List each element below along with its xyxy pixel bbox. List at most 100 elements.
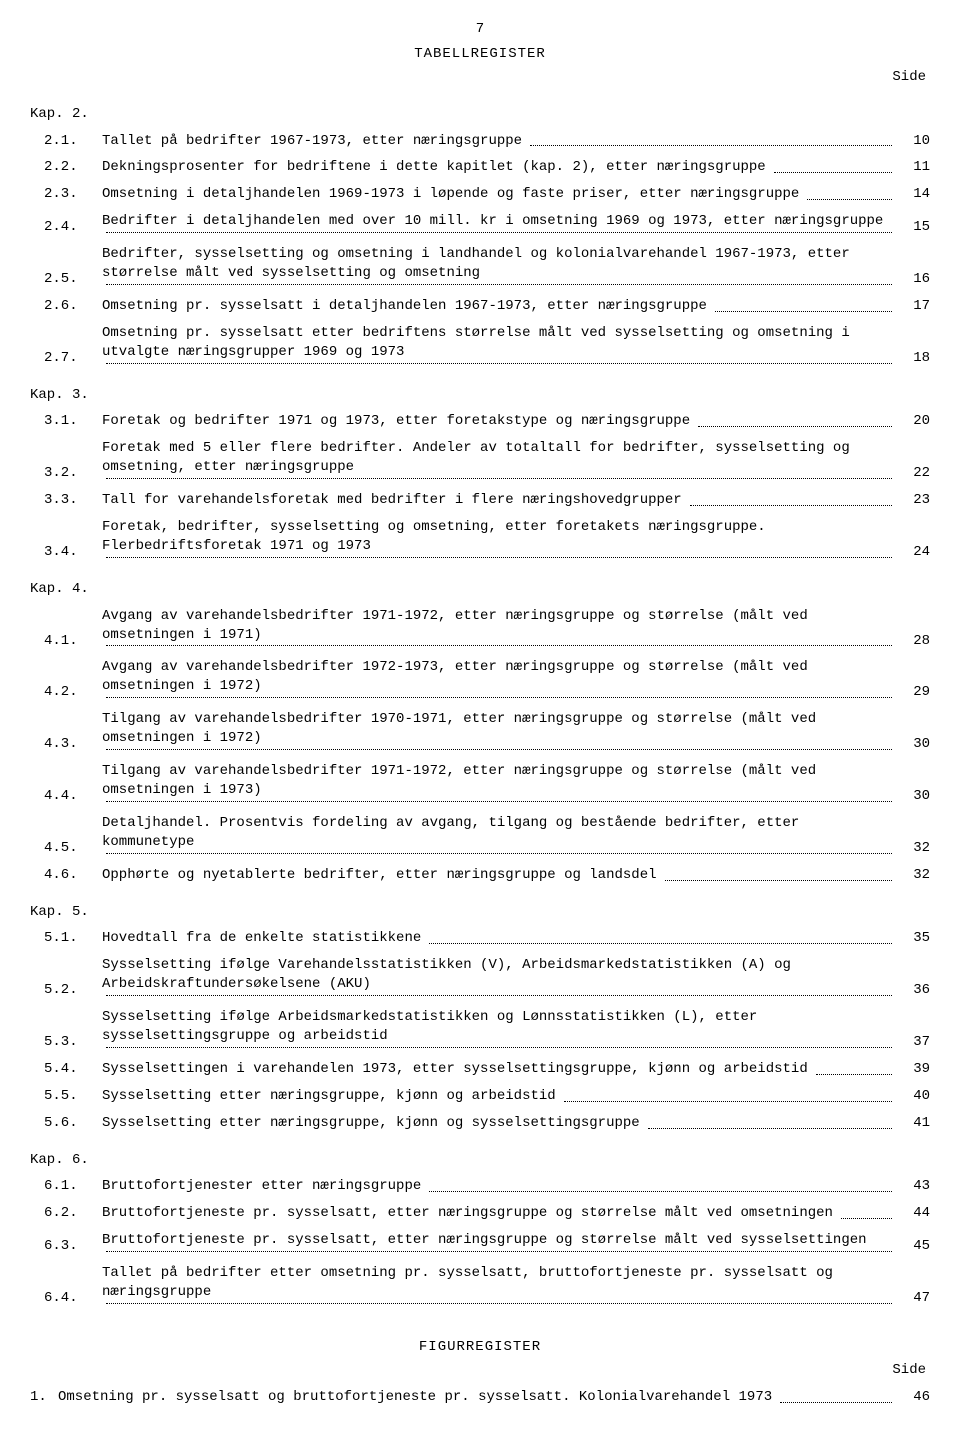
entry-page: 37 bbox=[898, 1033, 930, 1052]
entry-number: 6.2. bbox=[30, 1204, 102, 1223]
dot-leader bbox=[106, 800, 892, 802]
entry-number: 4.3. bbox=[30, 735, 102, 754]
dot-leader bbox=[106, 362, 892, 364]
toc-entry: 5.4.Sysselsettingen i varehandelen 1973,… bbox=[30, 1060, 930, 1079]
dot-leader bbox=[648, 1127, 892, 1129]
entry-page: 32 bbox=[898, 839, 930, 858]
toc-entry: 3.1.Foretak og bedrifter 1971 og 1973, e… bbox=[30, 412, 930, 431]
side-header-figures: Side bbox=[30, 1361, 930, 1380]
figure-register-title: FIGURREGISTER bbox=[30, 1338, 930, 1357]
chapter-title: Kap. 6. bbox=[30, 1151, 930, 1170]
entry-page: 23 bbox=[898, 491, 930, 510]
entry-page: 20 bbox=[898, 412, 930, 431]
entry-page: 47 bbox=[898, 1289, 930, 1308]
entry-page: 45 bbox=[898, 1237, 930, 1256]
entry-number: 4.6. bbox=[30, 866, 102, 885]
side-header-top: Side bbox=[30, 68, 930, 87]
dot-leader bbox=[106, 231, 892, 233]
entry-number: 6.4. bbox=[30, 1289, 102, 1308]
dot-leader bbox=[665, 879, 893, 881]
entry-text: Detaljhandel. Prosentvis fordeling av av… bbox=[102, 814, 898, 858]
entry-page: 11 bbox=[898, 158, 930, 177]
toc-entry: 3.3.Tall for varehandelsforetak med bedr… bbox=[30, 491, 930, 510]
dot-leader bbox=[106, 852, 892, 854]
entry-number: 4.2. bbox=[30, 683, 102, 702]
entry-text: Omsetning i detaljhandelen 1969-1973 i l… bbox=[102, 185, 898, 204]
dot-leader bbox=[429, 1190, 892, 1192]
toc-entry: 6.2.Bruttofortjeneste pr. sysselsatt, et… bbox=[30, 1204, 930, 1223]
entry-page: 36 bbox=[898, 981, 930, 1000]
entry-description-text: Sysselsetting etter næringsgruppe, kjønn… bbox=[102, 1114, 640, 1133]
figures-container: 1.Omsetning pr. sysselsatt og bruttofort… bbox=[30, 1388, 930, 1407]
entry-number: 5.4. bbox=[30, 1060, 102, 1079]
entry-text: Foretak med 5 eller flere bedrifter. And… bbox=[102, 439, 898, 483]
toc-entry: 5.5.Sysselsetting etter næringsgruppe, k… bbox=[30, 1087, 930, 1106]
entry-number: 3.1. bbox=[30, 412, 102, 431]
dot-leader bbox=[807, 198, 892, 200]
toc-entry: 2.3.Omsetning i detaljhandelen 1969-1973… bbox=[30, 185, 930, 204]
entry-number: 2.1. bbox=[30, 132, 102, 151]
entry-text: Tilgang av varehandelsbedrifter 1971-197… bbox=[102, 762, 898, 806]
toc-entry: 2.7.Omsetning pr. sysselsatt etter bedri… bbox=[30, 324, 930, 368]
figure-number: 1. bbox=[30, 1388, 58, 1407]
dot-leader bbox=[780, 1401, 892, 1403]
entry-description-text: Omsetning pr. sysselsatt i detaljhandele… bbox=[102, 297, 707, 316]
entry-description-text: Tilgang av varehandelsbedrifter 1971-197… bbox=[102, 762, 894, 800]
toc-entry: 2.4.Bedrifter i detaljhandelen med over … bbox=[30, 212, 930, 237]
dot-leader bbox=[564, 1100, 892, 1102]
entry-text: Tallet på bedrifter etter omsetning pr. … bbox=[102, 1264, 898, 1308]
entry-number: 3.4. bbox=[30, 543, 102, 562]
entry-text: Sysselsettingen i varehandelen 1973, ett… bbox=[102, 1060, 898, 1079]
entry-text: Opphørte og nyetablerte bedrifter, etter… bbox=[102, 866, 898, 885]
entry-text: Avgang av varehandelsbedrifter 1971-1972… bbox=[102, 607, 898, 651]
toc-entry: 2.5.Bedrifter, sysselsetting og omsetnin… bbox=[30, 245, 930, 289]
dot-leader bbox=[106, 994, 892, 996]
entry-description-text: Foretak med 5 eller flere bedrifter. And… bbox=[102, 439, 894, 477]
dot-leader bbox=[690, 504, 892, 506]
entry-description-text: Omsetning pr. sysselsatt etter bedriften… bbox=[102, 324, 894, 362]
toc-entry: 4.5.Detaljhandel. Prosentvis fordeling a… bbox=[30, 814, 930, 858]
main-title: TABELLREGISTER bbox=[30, 45, 930, 64]
figure-page: 46 bbox=[898, 1388, 930, 1407]
entry-page: 30 bbox=[898, 787, 930, 806]
entry-text: Foretak, bedrifter, sysselsetting og oms… bbox=[102, 518, 898, 562]
entry-page: 44 bbox=[898, 1204, 930, 1223]
entry-description-text: Avgang av varehandelsbedrifter 1972-1973… bbox=[102, 658, 894, 696]
entry-number: 6.1. bbox=[30, 1177, 102, 1196]
chapter-title: Kap. 5. bbox=[30, 903, 930, 922]
entry-number: 2.7. bbox=[30, 349, 102, 368]
toc-entry: 2.1.Tallet på bedrifter 1967-1973, etter… bbox=[30, 132, 930, 151]
toc-entry: 4.2.Avgang av varehandelsbedrifter 1972-… bbox=[30, 658, 930, 702]
entry-text: Tilgang av varehandelsbedrifter 1970-197… bbox=[102, 710, 898, 754]
entry-number: 4.5. bbox=[30, 839, 102, 858]
entry-page: 18 bbox=[898, 349, 930, 368]
dot-leader bbox=[106, 556, 892, 558]
entry-description-text: Hovedtall fra de enkelte statistikkene bbox=[102, 929, 421, 948]
entry-number: 5.1. bbox=[30, 929, 102, 948]
entry-description-text: Dekningsprosenter for bedriftene i dette… bbox=[102, 158, 766, 177]
entry-page: 14 bbox=[898, 185, 930, 204]
entry-page: 15 bbox=[898, 218, 930, 237]
entry-description-text: Sysselsetting etter næringsgruppe, kjønn… bbox=[102, 1087, 556, 1106]
toc-entry: 6.1.Bruttofortjenester etter næringsgrup… bbox=[30, 1177, 930, 1196]
dot-leader bbox=[530, 144, 892, 146]
dot-leader bbox=[106, 477, 892, 479]
toc-entry: 3.2.Foretak med 5 eller flere bedrifter.… bbox=[30, 439, 930, 483]
entry-page: 35 bbox=[898, 929, 930, 948]
entry-page: 17 bbox=[898, 297, 930, 316]
entry-description-text: Opphørte og nyetablerte bedrifter, etter… bbox=[102, 866, 657, 885]
chapter: Kap. 4.4.1.Avgang av varehandelsbedrifte… bbox=[30, 580, 930, 885]
dot-leader bbox=[698, 425, 892, 427]
entry-description-text: Sysselsetting ifølge Arbeidsmarkedstatis… bbox=[102, 1008, 894, 1046]
dot-leader bbox=[106, 1046, 892, 1048]
dot-leader bbox=[841, 1217, 892, 1219]
dot-leader bbox=[774, 171, 892, 173]
entry-text: Bedrifter i detaljhandelen med over 10 m… bbox=[102, 212, 898, 237]
entry-number: 2.3. bbox=[30, 185, 102, 204]
chapter: Kap. 3.3.1.Foretak og bedrifter 1971 og … bbox=[30, 386, 930, 562]
entry-page: 24 bbox=[898, 543, 930, 562]
entry-text: Bruttofortjeneste pr. sysselsatt, etter … bbox=[102, 1231, 898, 1256]
dot-leader bbox=[106, 1250, 892, 1252]
dot-leader bbox=[106, 644, 892, 646]
toc-entry: 2.6.Omsetning pr. sysselsatt i detaljhan… bbox=[30, 297, 930, 316]
